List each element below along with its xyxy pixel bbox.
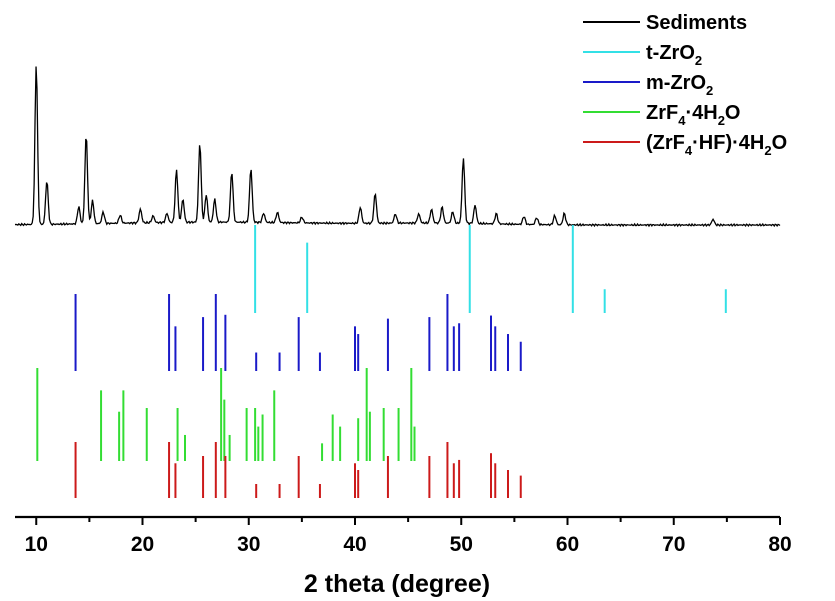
legend-tail2-hf: O xyxy=(772,132,788,154)
x-tick-label-70: 70 xyxy=(662,533,685,556)
x-tick-label-50: 50 xyxy=(450,533,473,556)
legend-sub-mzr: 2 xyxy=(706,83,713,98)
legend-text-zrf: ZrF xyxy=(646,102,678,124)
legend-tail-zrf: ·4H xyxy=(685,102,717,124)
legend-sub2-hf: 2 xyxy=(764,143,771,158)
legend-sub-hf: 4 xyxy=(685,143,693,158)
plot-area xyxy=(14,66,781,498)
legend-text-mzr: m-ZrO xyxy=(646,72,706,94)
legend-label-zrf: ZrF4·4H2O xyxy=(646,102,740,128)
legend-label-tzr: t-ZrO2 xyxy=(646,42,702,68)
legend-tail2-zrf: O xyxy=(725,102,741,124)
x-tick-label-20: 20 xyxy=(131,533,154,556)
legend-text-hf: (ZrF xyxy=(646,132,685,154)
x-tick-label-10: 10 xyxy=(25,533,48,556)
legend-label-mzr: m-ZrO2 xyxy=(646,72,713,98)
legend-label-sed: Sediments xyxy=(646,12,747,34)
x-tick-label-60: 60 xyxy=(556,533,579,556)
legend: Sedimentst-ZrO2m-ZrO2ZrF4·4H2O(ZrF4·HF)·… xyxy=(583,12,787,158)
legend-text-tzr: t-ZrO xyxy=(646,42,695,64)
x-axis-title: 2 theta (degree) xyxy=(304,570,490,598)
x-tick-label-40: 40 xyxy=(343,533,366,556)
legend-text-sed: Sediments xyxy=(646,12,747,34)
x-tick-label-30: 30 xyxy=(237,533,260,556)
series-sediments-line xyxy=(14,66,781,228)
legend-sub-zrf: 4 xyxy=(678,113,686,128)
legend-sub2-zrf: 2 xyxy=(718,113,725,128)
legend-tail-hf: ·HF)·4H xyxy=(692,132,764,154)
legend-sub-tzr: 2 xyxy=(695,53,702,68)
legend-label-hf: (ZrF4·HF)·4H2O xyxy=(646,132,787,158)
x-tick-label-80: 80 xyxy=(768,533,791,556)
x-axis: 10 20 30 40 50 60 70 80 xyxy=(15,515,792,556)
